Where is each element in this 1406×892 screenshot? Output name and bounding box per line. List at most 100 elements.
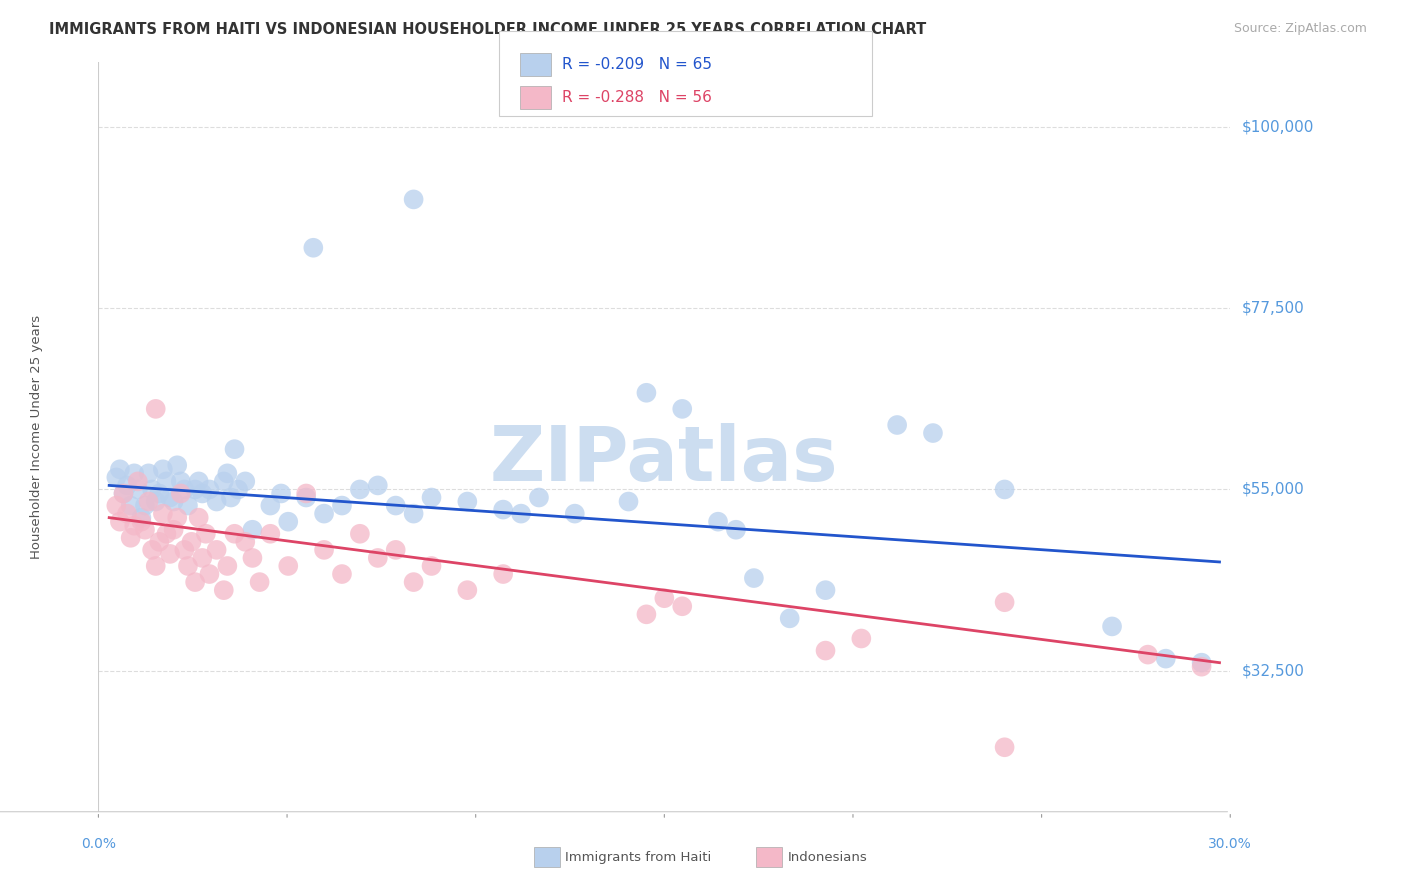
Point (162, 523, 184, 537)
Text: R = -0.288   N = 56: R = -0.288 N = 56 (562, 90, 713, 105)
Point (330, 567, 353, 582)
Point (177, 559, 200, 574)
Point (249, 575, 271, 590)
Point (233, 475, 256, 489)
Point (420, 559, 443, 574)
Point (112, 486, 135, 500)
Point (402, 575, 425, 590)
Point (384, 542, 406, 557)
Point (295, 486, 318, 500)
Point (295, 491, 318, 505)
Point (217, 467, 239, 481)
Point (152, 462, 174, 476)
Point (173, 483, 195, 497)
Point (330, 499, 353, 513)
Point (224, 526, 246, 541)
Point (242, 523, 264, 537)
Point (994, 740, 1017, 755)
Point (177, 499, 200, 513)
Point (148, 534, 170, 549)
Point (994, 483, 1017, 497)
Point (652, 591, 675, 606)
Point (105, 470, 128, 484)
Point (170, 475, 193, 489)
Point (492, 502, 515, 516)
Point (170, 486, 193, 500)
Point (115, 507, 138, 521)
Point (187, 510, 209, 524)
Point (636, 607, 658, 622)
Point (636, 385, 658, 400)
Point (277, 515, 299, 529)
Point (184, 483, 207, 497)
Point (120, 499, 142, 513)
Point (456, 494, 478, 508)
Point (108, 462, 131, 476)
Point (242, 550, 264, 565)
Text: 0.0%: 0.0% (82, 837, 115, 851)
Point (402, 507, 425, 521)
Point (814, 643, 837, 657)
Point (994, 595, 1017, 609)
Text: Immigrants from Haiti: Immigrants from Haiti (565, 851, 711, 863)
Point (217, 559, 239, 574)
Point (205, 494, 228, 508)
Point (402, 193, 425, 207)
Point (671, 599, 693, 614)
Point (277, 559, 299, 574)
Text: ZIPatlas: ZIPatlas (491, 423, 838, 497)
Point (384, 499, 406, 513)
Point (141, 483, 163, 497)
Point (233, 534, 256, 549)
Point (270, 486, 292, 500)
Point (420, 491, 443, 505)
Point (226, 483, 249, 497)
Point (112, 486, 135, 500)
Point (456, 583, 478, 598)
Point (145, 401, 167, 416)
Point (922, 425, 945, 440)
Point (671, 401, 693, 416)
Point (212, 583, 235, 598)
Point (166, 510, 188, 524)
Point (187, 475, 209, 489)
Point (194, 526, 217, 541)
Point (779, 611, 801, 625)
Point (198, 567, 221, 582)
Point (166, 458, 188, 473)
Point (152, 507, 174, 521)
Point (1154, 651, 1177, 665)
Point (134, 523, 156, 537)
Point (141, 542, 163, 557)
Point (851, 632, 873, 646)
Text: $32,500: $32,500 (1241, 664, 1305, 678)
Point (138, 494, 160, 508)
Point (198, 483, 221, 497)
Point (564, 507, 586, 521)
Point (127, 475, 149, 489)
Point (367, 550, 389, 565)
Point (1191, 656, 1213, 670)
Point (120, 531, 142, 545)
Point (510, 507, 533, 521)
Point (105, 499, 128, 513)
Text: $55,000: $55,000 (1241, 482, 1305, 497)
Text: IMMIGRANTS FROM HAITI VS INDONESIAN HOUSEHOLDER INCOME UNDER 25 YEARS CORRELATIO: IMMIGRANTS FROM HAITI VS INDONESIAN HOUS… (49, 22, 927, 37)
Point (312, 542, 335, 557)
Point (224, 442, 246, 457)
Point (1136, 648, 1159, 662)
Point (814, 583, 837, 598)
Point (742, 571, 765, 585)
Point (127, 483, 149, 497)
Point (259, 526, 281, 541)
Point (219, 491, 242, 505)
Point (212, 475, 235, 489)
Point (184, 575, 207, 590)
Point (145, 559, 167, 574)
Point (173, 542, 195, 557)
Point (205, 542, 228, 557)
Point (886, 417, 908, 432)
Point (527, 491, 550, 505)
Point (302, 241, 325, 255)
Point (349, 526, 371, 541)
